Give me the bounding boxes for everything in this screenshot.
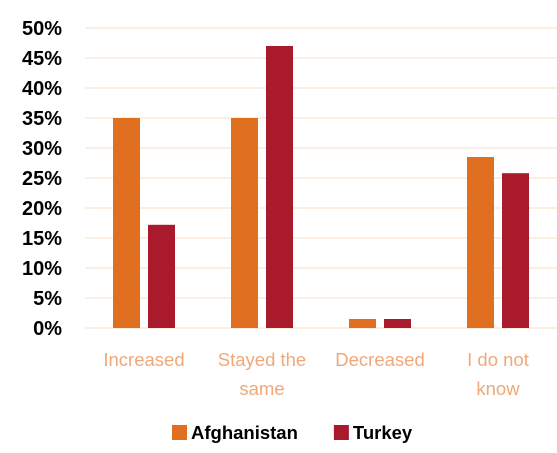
- y-tick-label: 25%: [22, 168, 62, 190]
- bars: [113, 46, 529, 328]
- x-axis: Increased Stayed the same Decreased I do not…: [103, 349, 528, 399]
- y-tick-label: 20%: [22, 198, 62, 220]
- bar: [113, 118, 140, 328]
- legend-label: Afghanistan: [191, 422, 298, 443]
- legend-label: Turkey: [353, 422, 413, 443]
- x-tick-label: Increased: [103, 349, 184, 370]
- legend: Afghanistan Turkey: [172, 422, 413, 443]
- y-tick-label: 35%: [22, 108, 62, 130]
- x-tick-label: Decreased: [335, 349, 424, 370]
- x-tick-label: Stayed the same: [218, 349, 306, 399]
- y-tick-label: 10%: [22, 258, 62, 280]
- legend-swatch: [172, 425, 187, 440]
- bar: [231, 118, 258, 328]
- y-axis: 0% 5% 10% 15% 20% 25% 30% 35% 40% 45% 50%: [22, 18, 62, 340]
- bar: [266, 46, 293, 328]
- legend-swatch: [333, 425, 349, 440]
- bar: [384, 319, 411, 328]
- y-tick-label: 15%: [22, 228, 62, 250]
- bar: [467, 157, 494, 328]
- y-tick-label: 45%: [22, 48, 62, 70]
- y-tick-label: 40%: [22, 78, 62, 100]
- x-tick-label: I do not know: [467, 349, 529, 399]
- y-tick-label: 5%: [33, 288, 62, 310]
- bar: [502, 173, 529, 328]
- y-tick-label: 50%: [22, 18, 62, 40]
- y-tick-label: 0%: [33, 318, 62, 340]
- bar: [349, 319, 376, 328]
- y-tick-label: 30%: [22, 138, 62, 160]
- bar: [148, 224, 175, 328]
